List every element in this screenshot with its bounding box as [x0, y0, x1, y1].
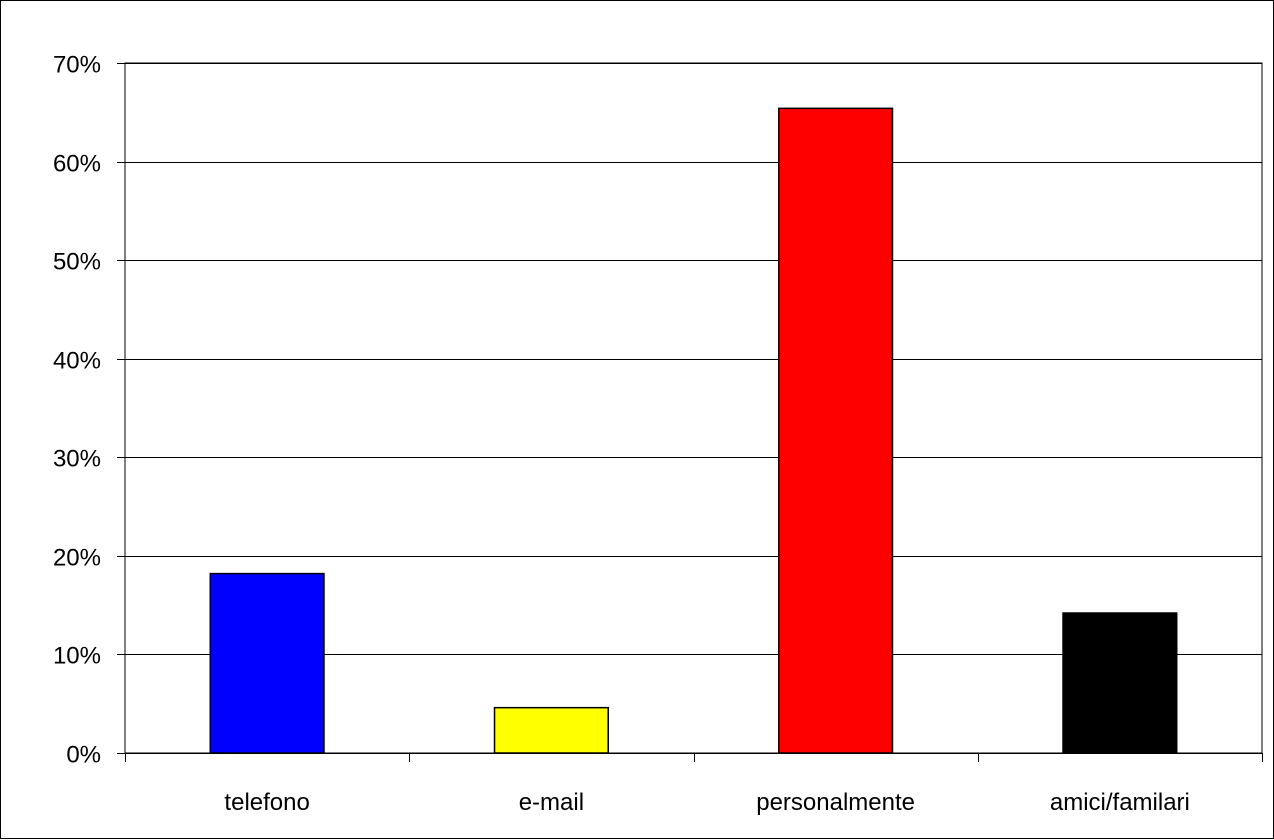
axes: [117, 62, 1263, 762]
y-tick-label: 60%: [53, 151, 101, 178]
bar-e-mail: [493, 706, 609, 754]
bar-personalmente: [778, 107, 894, 754]
bar-telefono: [209, 572, 325, 754]
tick-labels: 0% 10% 20% 30% 40% 50% 60% 70% telefono e-mail per…: [53, 52, 1190, 817]
x-tick-label: amici/familari: [1050, 789, 1190, 816]
bar-amici-familari: [1062, 612, 1178, 754]
y-tick-label: 30%: [53, 446, 101, 473]
y-tick-label: 10%: [53, 643, 101, 670]
y-tick-label: 20%: [53, 545, 101, 572]
y-tick-label: 70%: [53, 52, 101, 79]
x-tick-label: telefono: [224, 789, 309, 816]
x-tick-label: e-mail: [519, 789, 584, 816]
y-tick-label: 50%: [53, 249, 101, 276]
y-tick-label: 40%: [53, 348, 101, 375]
x-tick-label: personalmente: [756, 789, 915, 816]
y-tick-label: 0%: [66, 742, 101, 769]
bars: [209, 107, 1178, 754]
gridlines: [125, 63, 1262, 655]
